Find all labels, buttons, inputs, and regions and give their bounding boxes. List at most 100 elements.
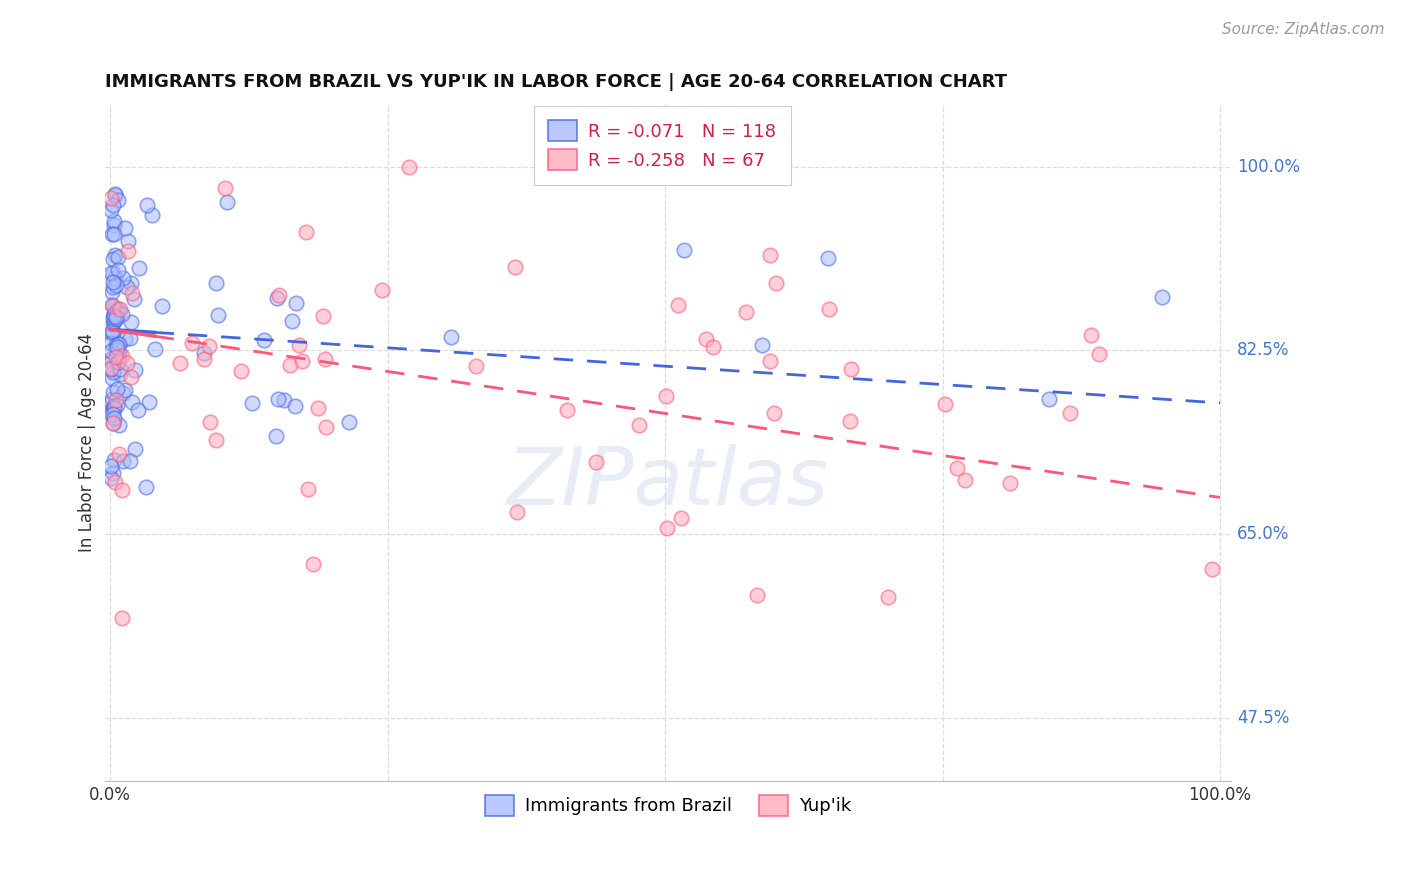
Point (104, 343, 127, 358)
Point (120, 370, 142, 384)
Point (115, 279, 138, 293)
Point (103, 385, 125, 400)
Point (267, 392, 290, 406)
Point (103, 307, 125, 321)
Point (100, 202, 122, 217)
Point (101, 392, 124, 406)
Point (121, 286, 143, 301)
Point (112, 454, 135, 468)
Point (103, 326, 125, 340)
Point (107, 193, 129, 207)
Point (100, 471, 122, 485)
Point (105, 303, 128, 318)
Point (107, 345, 129, 359)
Point (946, 461, 969, 475)
Point (101, 466, 124, 480)
Point (107, 337, 129, 351)
Point (103, 227, 125, 241)
Point (103, 314, 125, 328)
Point (124, 363, 146, 377)
Point (110, 367, 132, 381)
Legend: Immigrants from Brazil, Yup'ik: Immigrants from Brazil, Yup'ik (478, 788, 858, 822)
Point (101, 198, 124, 212)
Point (240, 395, 263, 409)
Point (315, 420, 337, 434)
Point (108, 302, 131, 317)
Point (205, 277, 228, 291)
Point (101, 416, 124, 430)
Point (103, 410, 125, 425)
Point (229, 364, 252, 378)
Point (204, 433, 226, 447)
Point (114, 332, 136, 346)
Point (122, 292, 145, 306)
Point (108, 350, 131, 364)
Point (103, 309, 125, 323)
Text: 100.0%: 100.0% (1237, 158, 1299, 176)
Point (105, 382, 128, 396)
Point (557, 403, 579, 417)
Point (1150, 290, 1173, 304)
Point (503, 260, 526, 274)
Point (100, 336, 122, 351)
Point (120, 454, 142, 468)
Point (440, 330, 463, 344)
Point (284, 399, 307, 413)
Point (101, 407, 124, 421)
Point (759, 248, 782, 262)
Point (745, 588, 768, 602)
Text: 82.5%: 82.5% (1237, 342, 1289, 359)
Y-axis label: In Labor Force | Age 20-64: In Labor Force | Age 20-64 (79, 333, 96, 552)
Point (117, 235, 139, 249)
Point (100, 458, 122, 473)
Point (111, 610, 134, 624)
Point (101, 280, 124, 294)
Point (765, 276, 787, 290)
Point (953, 473, 976, 487)
Point (101, 324, 124, 338)
Point (107, 337, 129, 351)
Point (107, 250, 129, 264)
Point (702, 341, 724, 355)
Point (291, 354, 314, 368)
Point (285, 296, 308, 310)
Point (100, 403, 122, 417)
Point (101, 371, 124, 385)
Point (398, 160, 420, 174)
Point (103, 365, 125, 379)
Point (101, 298, 124, 312)
Point (100, 361, 122, 376)
Point (150, 299, 173, 313)
Point (111, 483, 134, 498)
Point (136, 197, 159, 211)
Point (104, 278, 127, 293)
Point (115, 356, 138, 370)
Point (934, 397, 956, 411)
Point (104, 271, 127, 285)
Point (627, 417, 650, 432)
Point (100, 407, 122, 421)
Point (253, 333, 276, 347)
Point (264, 429, 287, 443)
Point (666, 298, 689, 312)
Point (100, 394, 122, 409)
Point (100, 362, 122, 376)
Point (288, 337, 311, 351)
Point (207, 308, 229, 322)
Point (143, 342, 166, 356)
Point (104, 188, 127, 202)
Point (128, 260, 150, 275)
Point (100, 190, 122, 204)
Point (839, 362, 862, 376)
Point (105, 340, 128, 354)
Point (101, 311, 124, 326)
Point (100, 351, 122, 366)
Point (751, 337, 773, 351)
Point (103, 401, 125, 416)
Point (217, 194, 239, 209)
Point (103, 275, 125, 289)
Point (127, 403, 149, 417)
Point (817, 251, 839, 265)
Point (280, 314, 302, 328)
Point (266, 292, 288, 306)
